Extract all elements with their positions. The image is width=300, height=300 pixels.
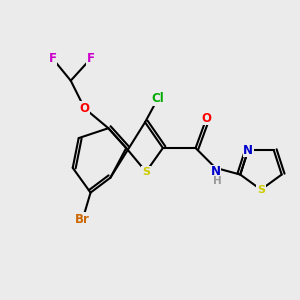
Text: N: N bbox=[243, 144, 253, 157]
Text: S: S bbox=[257, 184, 265, 195]
Text: O: O bbox=[202, 112, 212, 125]
Text: F: F bbox=[87, 52, 94, 65]
Text: Br: Br bbox=[75, 213, 90, 226]
Text: H: H bbox=[213, 176, 222, 186]
Text: F: F bbox=[49, 52, 57, 65]
Text: N: N bbox=[210, 165, 220, 178]
Text: Cl: Cl bbox=[152, 92, 164, 105]
Text: O: O bbox=[80, 102, 90, 115]
Text: S: S bbox=[142, 167, 150, 177]
